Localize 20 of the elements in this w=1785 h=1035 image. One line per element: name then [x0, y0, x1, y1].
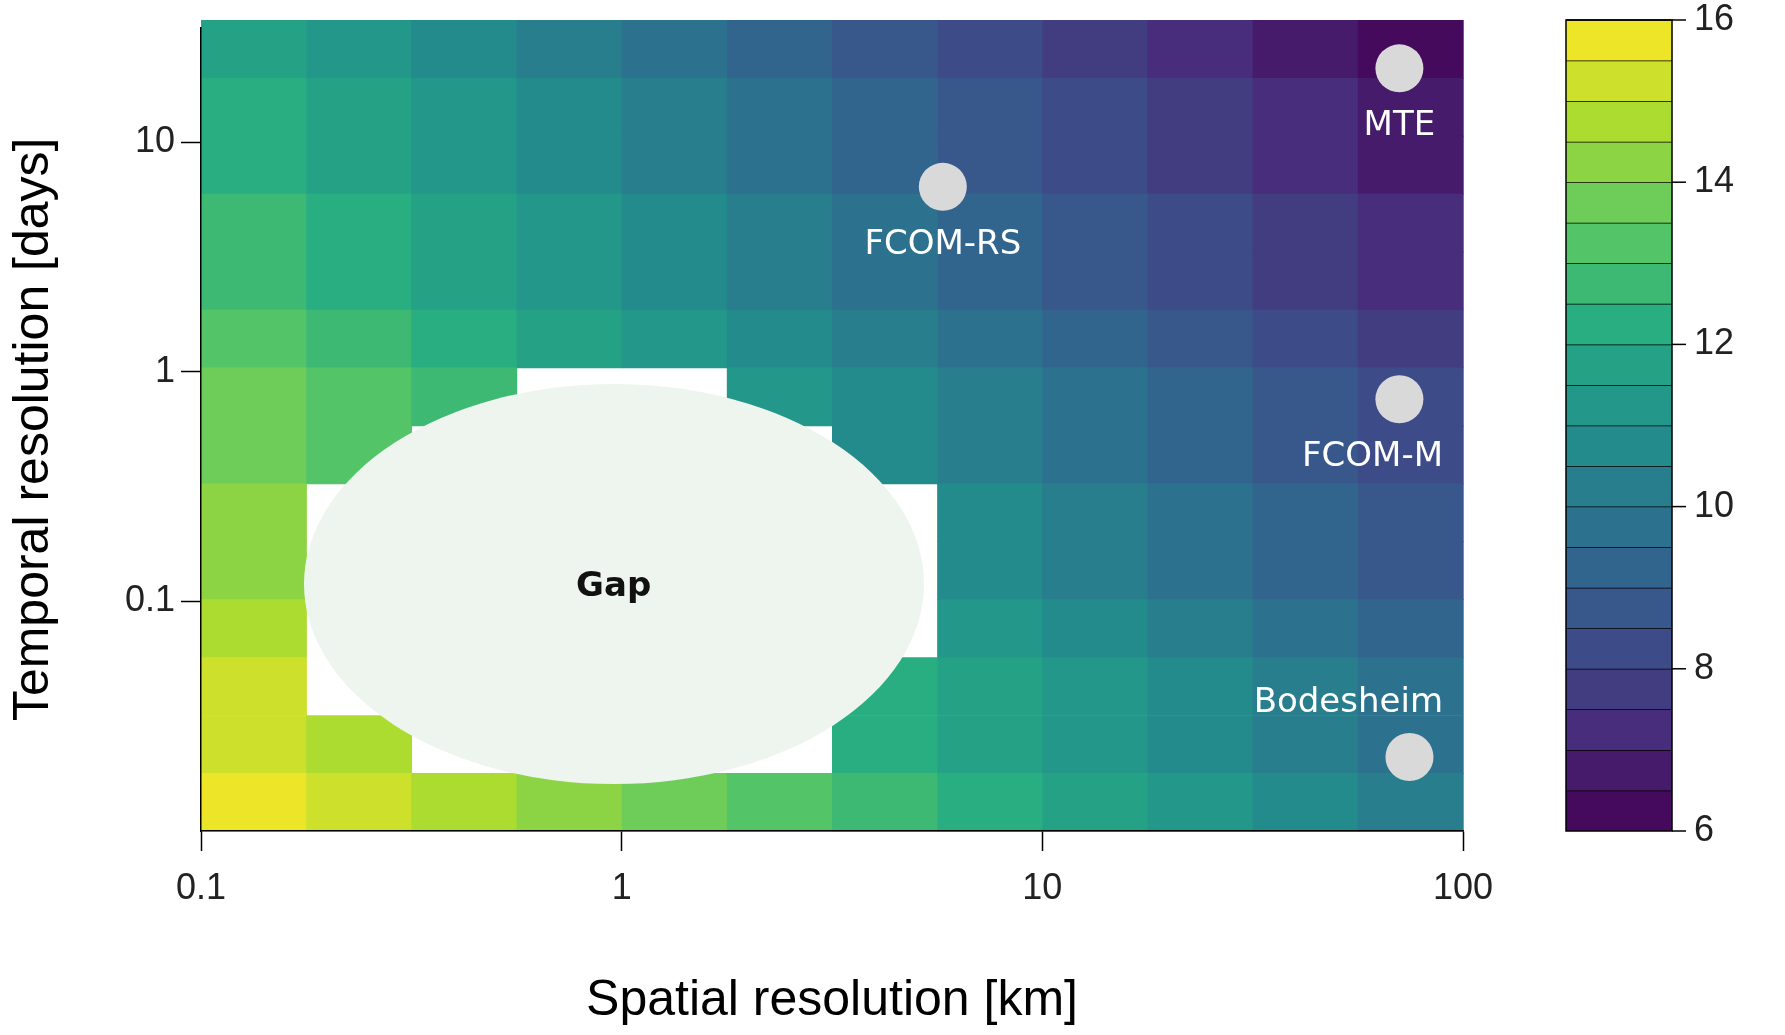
- x-axis-title: Spatial resolution [km]: [586, 969, 1078, 1026]
- x-tick-label: 10: [1022, 865, 1063, 907]
- x-tick-label: 100: [1432, 865, 1494, 907]
- color-bar-label: 12: [1694, 321, 1735, 363]
- series-label: FCOM-RS: [864, 221, 1022, 262]
- x-tick-label: 1: [611, 865, 632, 907]
- annotation: Gap: [576, 563, 652, 604]
- color-bar-label: 14: [1694, 159, 1735, 201]
- color-bar-label: 8: [1694, 645, 1715, 687]
- color-bar-label: 10: [1694, 483, 1735, 525]
- series-label: MTE: [1363, 103, 1436, 144]
- y-tick-label: 1: [154, 348, 175, 390]
- color-bar-label: 6: [1694, 807, 1715, 849]
- y-tick-label: 0.1: [124, 578, 175, 620]
- y-axis-title: Temporal resolution [days]: [2, 137, 59, 722]
- color-bar-label: 16: [1694, 0, 1735, 38]
- series-label: Bodesheim: [1253, 679, 1443, 720]
- x-tick-label: 0.1: [175, 865, 227, 907]
- series-label: FCOM-M: [1302, 434, 1443, 475]
- y-tick-label: 10: [134, 119, 175, 161]
